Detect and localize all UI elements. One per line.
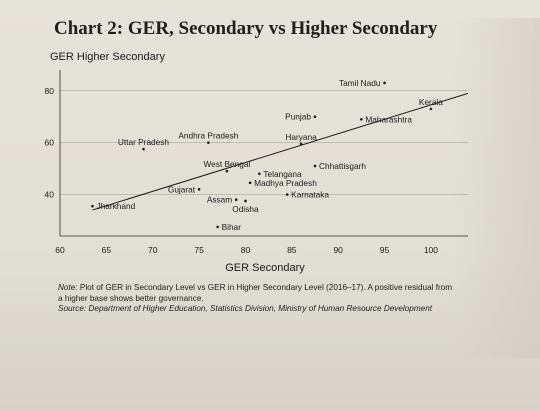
data-point	[429, 107, 433, 111]
y-axis-label: GER Higher Secondary	[50, 51, 165, 63]
data-point	[197, 188, 201, 191]
x-tick-label: 90	[333, 245, 343, 255]
x-tick-label: 70	[148, 245, 158, 255]
data-points: Tamil Nadu Kerala Punjab Maharashtra Uttar P…	[91, 78, 443, 232]
point-label: Bihar	[222, 222, 242, 232]
point-label: Maharashtra	[365, 114, 412, 124]
data-point	[216, 225, 219, 229]
data-point	[313, 115, 317, 118]
data-point	[91, 204, 94, 208]
point-label: Jharkhand	[96, 201, 135, 211]
data-point	[258, 172, 261, 176]
adjacent-page-bleed	[452, 18, 540, 358]
data-point	[234, 198, 238, 201]
point-label: Telangana	[263, 169, 302, 179]
data-point	[313, 164, 317, 168]
point-label: Punjab	[285, 112, 311, 122]
x-tick-label: 65	[102, 245, 112, 255]
point-label: Karnataka	[291, 190, 329, 200]
chart-notes: Note: Plot of GER in Secondary Level vs …	[58, 283, 458, 315]
data-point	[142, 147, 145, 151]
data-point	[207, 141, 210, 144]
trendline-group	[92, 92, 469, 211]
x-tick-label: 80	[241, 245, 251, 255]
x-tick-label: 100	[424, 245, 438, 255]
point-label: Chhattisgarh	[319, 161, 366, 171]
y-tick-label: 80	[45, 86, 55, 96]
y-tick-label: 40	[45, 190, 55, 200]
data-point	[299, 142, 303, 146]
tick-labels: 40 60 80 60 65 70 75 80 85 90 95 100	[45, 86, 439, 255]
axes	[59, 70, 468, 237]
x-tick-label: 60	[55, 245, 65, 255]
chart-title: Chart 2: GER, Secondary vs Higher Second…	[54, 18, 438, 39]
x-tick-label: 85	[287, 245, 297, 255]
data-point	[360, 117, 363, 121]
grid-lines	[60, 90, 468, 195]
data-point	[285, 193, 289, 196]
point-label: Haryana	[285, 132, 317, 142]
data-point	[383, 81, 386, 85]
x-axis-label: GER Secondary	[225, 262, 305, 274]
x-tick-label: 95	[380, 245, 390, 255]
source-text: Department of Higher Education, Statisti…	[88, 304, 433, 313]
data-point	[248, 181, 252, 185]
point-label: Uttar Pradesh	[118, 137, 170, 147]
y-tick-label: 60	[45, 138, 55, 148]
note-paragraph: Note: Plot of GER in Secondary Level vs …	[58, 283, 458, 304]
point-label: Tamil Nadu	[339, 78, 381, 88]
trendline	[92, 92, 469, 211]
point-label: Madhya Pradesh	[254, 178, 317, 188]
point-label: Gujarat	[168, 184, 196, 194]
data-point	[244, 199, 247, 203]
note-text: Plot of GER in Secondary Level vs GER in…	[58, 283, 453, 303]
data-point	[225, 169, 229, 173]
point-label: Andhra Pradesh	[178, 131, 238, 141]
source-label: Source:	[58, 304, 87, 313]
point-label: Assam	[207, 195, 232, 205]
point-label: West Bengal	[203, 159, 250, 169]
source-paragraph: Source: Department of Higher Education, …	[58, 304, 458, 315]
point-label: Odisha	[232, 204, 259, 214]
x-tick-label: 75	[194, 245, 204, 255]
note-label: Note:	[58, 283, 78, 292]
point-label: Kerala	[419, 97, 443, 107]
